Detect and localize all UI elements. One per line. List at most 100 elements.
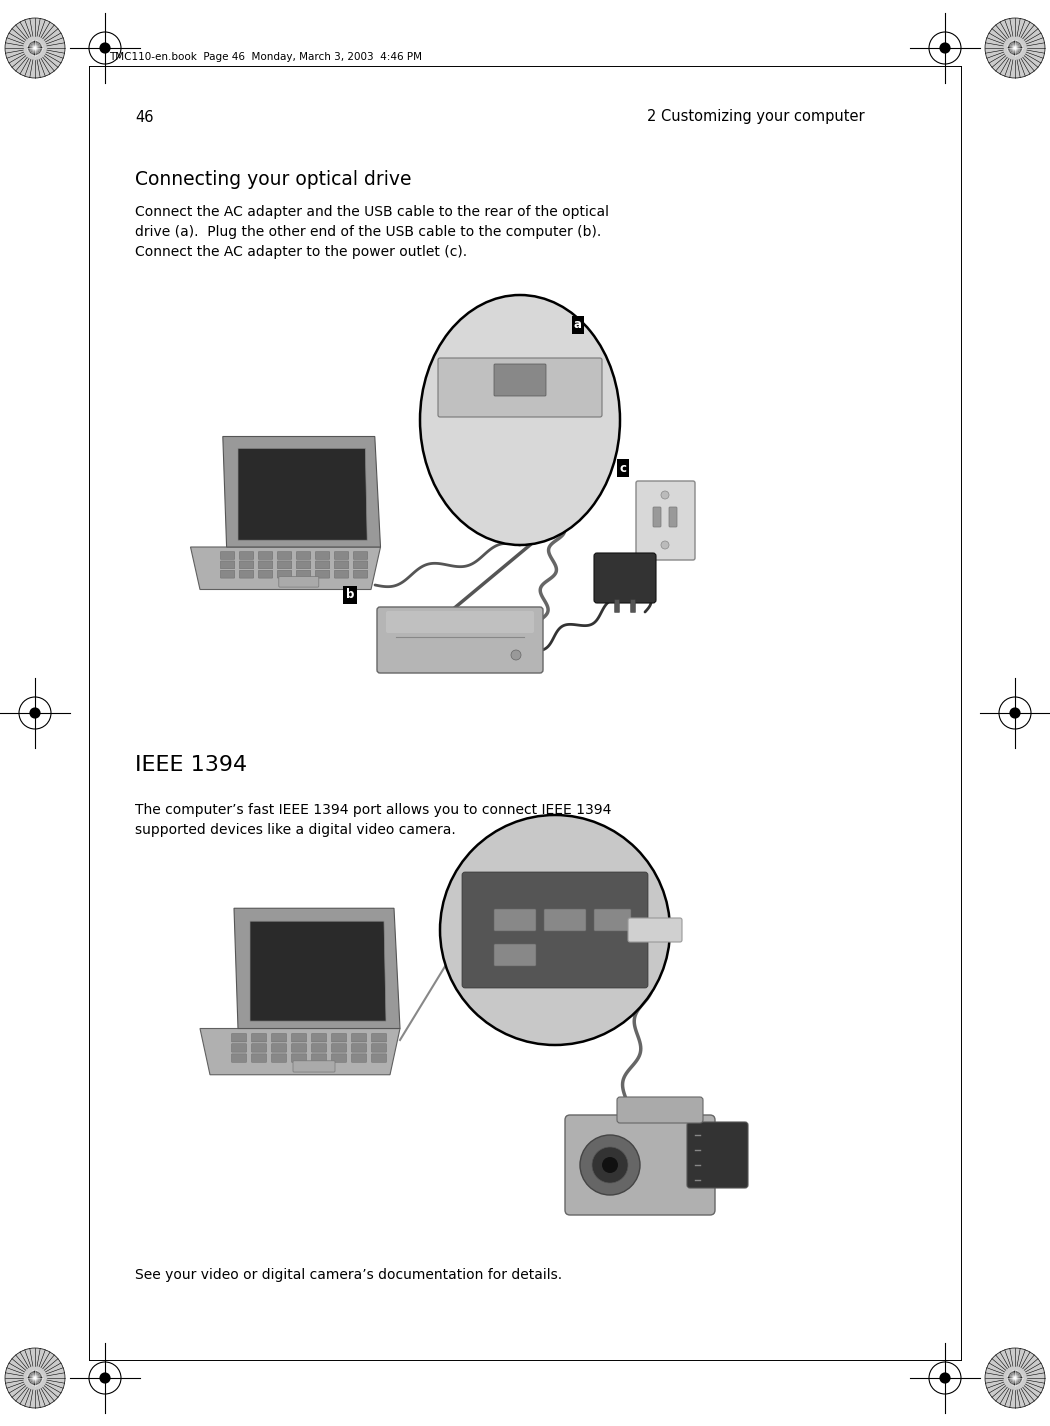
Polygon shape xyxy=(190,548,380,589)
FancyBboxPatch shape xyxy=(292,1054,307,1062)
FancyBboxPatch shape xyxy=(372,1054,386,1062)
FancyBboxPatch shape xyxy=(354,552,368,559)
FancyBboxPatch shape xyxy=(669,508,677,528)
FancyBboxPatch shape xyxy=(386,610,534,633)
FancyBboxPatch shape xyxy=(494,364,546,396)
Circle shape xyxy=(100,1372,110,1383)
Circle shape xyxy=(602,1156,618,1174)
Circle shape xyxy=(440,816,670,1045)
FancyBboxPatch shape xyxy=(636,481,695,560)
Circle shape xyxy=(27,1370,42,1385)
FancyBboxPatch shape xyxy=(220,560,235,569)
FancyBboxPatch shape xyxy=(354,560,368,569)
Ellipse shape xyxy=(420,295,620,545)
Circle shape xyxy=(1008,1370,1023,1385)
Circle shape xyxy=(1008,41,1023,56)
FancyBboxPatch shape xyxy=(462,873,648,988)
Text: Connect the AC adapter and the USB cable to the rear of the optical
drive (a).  : Connect the AC adapter and the USB cable… xyxy=(135,205,609,260)
Polygon shape xyxy=(223,436,380,548)
FancyBboxPatch shape xyxy=(252,1034,267,1042)
Circle shape xyxy=(940,43,950,54)
FancyBboxPatch shape xyxy=(296,552,311,559)
Circle shape xyxy=(940,1372,950,1383)
FancyBboxPatch shape xyxy=(258,570,273,578)
Circle shape xyxy=(985,19,1045,78)
Circle shape xyxy=(662,540,669,549)
Text: See your video or digital camera’s documentation for details.: See your video or digital camera’s docum… xyxy=(135,1268,562,1282)
FancyBboxPatch shape xyxy=(277,560,292,569)
Text: TMC110-en.book  Page 46  Monday, March 3, 2003  4:46 PM: TMC110-en.book Page 46 Monday, March 3, … xyxy=(109,51,422,61)
Circle shape xyxy=(5,19,65,78)
FancyBboxPatch shape xyxy=(272,1044,287,1052)
FancyBboxPatch shape xyxy=(494,908,536,931)
FancyBboxPatch shape xyxy=(334,570,349,578)
FancyBboxPatch shape xyxy=(628,918,682,943)
Polygon shape xyxy=(234,908,400,1028)
Circle shape xyxy=(1009,707,1021,719)
FancyBboxPatch shape xyxy=(614,599,620,613)
FancyBboxPatch shape xyxy=(438,358,602,416)
FancyBboxPatch shape xyxy=(312,1034,327,1042)
FancyBboxPatch shape xyxy=(315,560,330,569)
FancyBboxPatch shape xyxy=(334,560,349,569)
FancyBboxPatch shape xyxy=(252,1044,267,1052)
FancyBboxPatch shape xyxy=(312,1054,327,1062)
FancyBboxPatch shape xyxy=(372,1034,386,1042)
FancyBboxPatch shape xyxy=(352,1044,366,1052)
FancyBboxPatch shape xyxy=(293,1061,335,1072)
FancyBboxPatch shape xyxy=(279,576,319,588)
FancyBboxPatch shape xyxy=(354,570,368,578)
FancyBboxPatch shape xyxy=(687,1122,748,1188)
FancyBboxPatch shape xyxy=(315,552,330,559)
Text: b: b xyxy=(345,589,354,602)
FancyBboxPatch shape xyxy=(352,1034,366,1042)
FancyBboxPatch shape xyxy=(277,552,292,559)
FancyBboxPatch shape xyxy=(252,1054,267,1062)
FancyBboxPatch shape xyxy=(494,944,536,965)
Circle shape xyxy=(27,41,42,56)
FancyBboxPatch shape xyxy=(315,570,330,578)
Circle shape xyxy=(29,707,41,719)
FancyBboxPatch shape xyxy=(552,376,578,384)
FancyBboxPatch shape xyxy=(296,560,311,569)
Text: a: a xyxy=(574,318,582,331)
FancyBboxPatch shape xyxy=(594,908,631,931)
Circle shape xyxy=(592,1147,628,1184)
FancyBboxPatch shape xyxy=(239,552,254,559)
Text: IEEE 1394: IEEE 1394 xyxy=(135,754,247,774)
FancyBboxPatch shape xyxy=(334,552,349,559)
FancyBboxPatch shape xyxy=(630,599,635,613)
FancyBboxPatch shape xyxy=(292,1044,307,1052)
FancyBboxPatch shape xyxy=(292,1034,307,1042)
Text: 46: 46 xyxy=(135,110,153,124)
FancyBboxPatch shape xyxy=(377,607,543,673)
Polygon shape xyxy=(200,1028,400,1075)
Circle shape xyxy=(662,491,669,499)
FancyBboxPatch shape xyxy=(239,560,254,569)
FancyBboxPatch shape xyxy=(220,570,235,578)
FancyBboxPatch shape xyxy=(258,552,273,559)
Polygon shape xyxy=(250,921,386,1021)
Text: c: c xyxy=(620,462,627,475)
Text: The computer’s fast IEEE 1394 port allows you to connect IEEE 1394
supported dev: The computer’s fast IEEE 1394 port allow… xyxy=(135,803,611,837)
FancyBboxPatch shape xyxy=(239,570,254,578)
FancyBboxPatch shape xyxy=(220,552,235,559)
FancyBboxPatch shape xyxy=(372,1044,386,1052)
FancyBboxPatch shape xyxy=(332,1044,346,1052)
Text: Connecting your optical drive: Connecting your optical drive xyxy=(135,170,412,190)
FancyBboxPatch shape xyxy=(594,553,656,603)
FancyBboxPatch shape xyxy=(231,1044,247,1052)
FancyBboxPatch shape xyxy=(565,1115,715,1215)
FancyBboxPatch shape xyxy=(332,1054,346,1062)
FancyBboxPatch shape xyxy=(312,1044,327,1052)
FancyBboxPatch shape xyxy=(549,374,581,386)
Circle shape xyxy=(5,1348,65,1407)
FancyBboxPatch shape xyxy=(544,908,586,931)
Circle shape xyxy=(985,1348,1045,1407)
FancyBboxPatch shape xyxy=(617,1097,704,1124)
FancyBboxPatch shape xyxy=(231,1054,247,1062)
FancyBboxPatch shape xyxy=(231,1034,247,1042)
Text: 2 Customizing your computer: 2 Customizing your computer xyxy=(647,110,865,124)
Circle shape xyxy=(580,1135,640,1195)
FancyBboxPatch shape xyxy=(277,570,292,578)
